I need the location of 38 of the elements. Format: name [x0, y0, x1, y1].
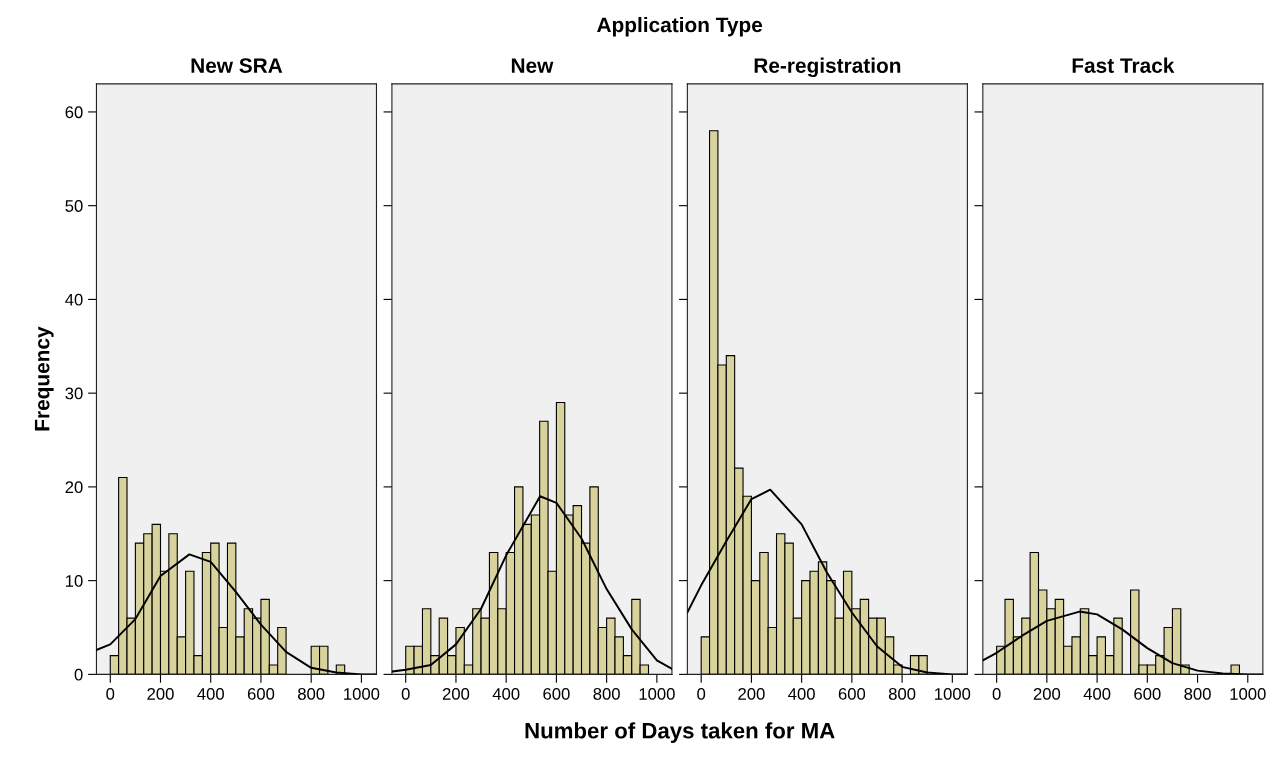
- x-tick-label: 400: [788, 688, 815, 700]
- x-tick-label: 1000: [1230, 688, 1266, 700]
- x-tick-label: 600: [543, 688, 570, 700]
- x-tick-label: 200: [1033, 688, 1061, 700]
- x-tick-label: 1000: [639, 688, 675, 700]
- y-tick-label: 20: [65, 481, 83, 494]
- y-tick-label: 50: [65, 200, 83, 212]
- x-tick-label: 400: [492, 688, 520, 700]
- y-axis-title: Frequency: [34, 326, 54, 431]
- y-tick-label: 10: [65, 575, 83, 587]
- x-tick-label: 1000: [344, 688, 380, 700]
- chart-title: New: [511, 58, 554, 73]
- x-tick-label: 600: [1134, 688, 1161, 700]
- y-tick-label: 60: [65, 106, 83, 119]
- x-tick-label: 800: [298, 688, 325, 700]
- text: Application Type: [597, 16, 763, 37]
- chart-title: New SRA: [191, 58, 283, 73]
- x-tick-label: 800: [1184, 688, 1211, 700]
- x-tick-label: 200: [738, 688, 765, 700]
- x-tick-label: 600: [838, 688, 866, 700]
- x-tick-label: 800: [593, 688, 620, 700]
- x-tick-label: 200: [442, 688, 470, 700]
- x-tick-label: 0: [401, 688, 410, 700]
- y-tick-label: 30: [65, 387, 83, 400]
- x-tick-label: 200: [147, 688, 174, 700]
- x-tick-label: 400: [197, 688, 224, 700]
- x-tick-label: 0: [992, 688, 1001, 700]
- y-tick-label: 0: [74, 668, 83, 681]
- x-tick-label: 1000: [935, 688, 971, 700]
- x-tick-label: 0: [106, 688, 115, 700]
- x-tick-label: 400: [1083, 688, 1111, 700]
- text: Number of Days taken for MA: [525, 722, 835, 743]
- x-tick-label: 600: [247, 688, 275, 700]
- chart-title: Re-registration: [754, 57, 901, 78]
- chart-title: Fast Track: [1072, 57, 1175, 73]
- x-tick-label: 800: [888, 688, 916, 700]
- x-tick-label: 0: [697, 688, 706, 700]
- y-tick-label: 40: [65, 293, 83, 306]
